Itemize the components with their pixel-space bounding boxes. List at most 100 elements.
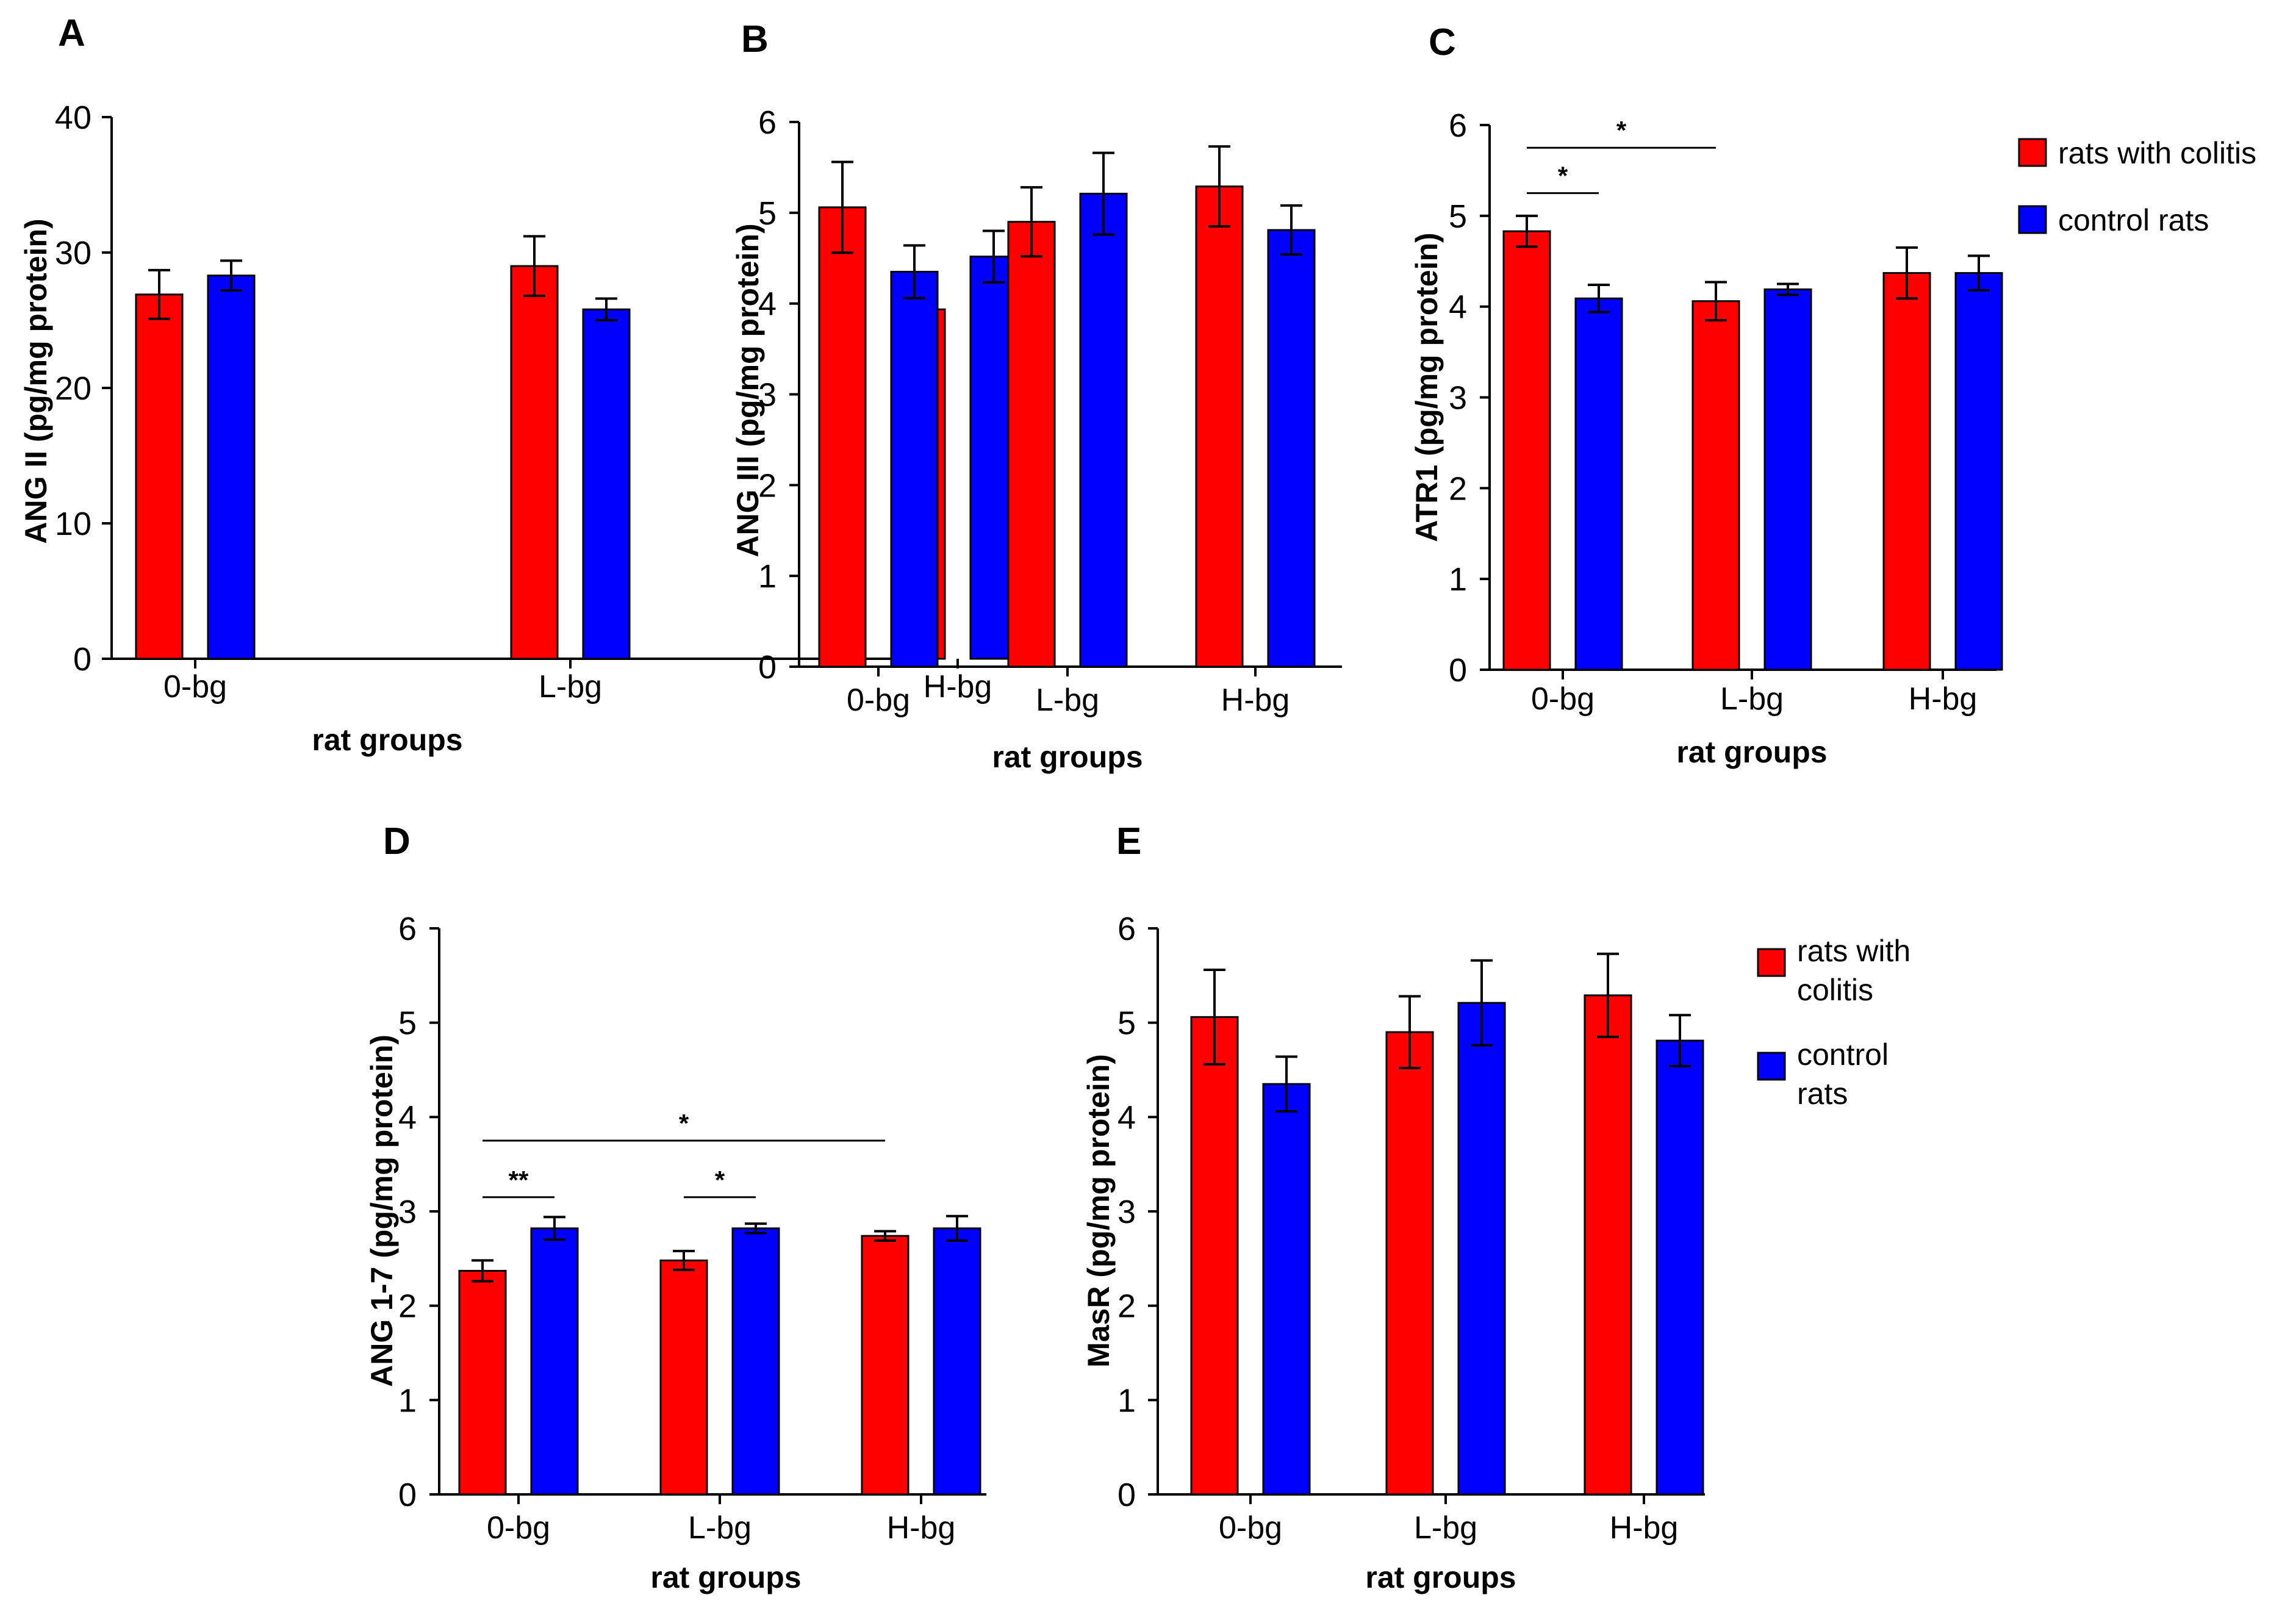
y-tick-label: 6 (1118, 911, 1136, 947)
y-tick-label: 1 (1449, 561, 1467, 598)
y-tick-label: 30 (55, 235, 91, 271)
bar-colitis (861, 1235, 909, 1496)
bar-colitis (1007, 221, 1056, 668)
x-tick-label: L-bg (688, 1510, 752, 1546)
y-tick-label: 4 (1449, 289, 1467, 326)
bar-colitis (510, 265, 559, 660)
y-axis-title: ANG II (pg/mg protein) (19, 218, 53, 543)
significance-star: * (679, 1109, 689, 1138)
y-axis-title: ANG 1-7 (pg/mg protein) (365, 1034, 399, 1387)
y-tick-label: 2 (1449, 470, 1467, 507)
x-tick-label: H-bg (1221, 683, 1290, 718)
y-tick-label: 2 (758, 467, 777, 504)
bar-control (890, 271, 939, 668)
legend-label: rats with colitis (2058, 136, 2256, 170)
legend-label: control rats (2058, 203, 2209, 237)
x-axis-title: rat groups (1365, 1560, 1516, 1594)
legend-swatch-colitis (2018, 138, 2047, 167)
significance-star: * (1558, 162, 1568, 190)
x-axis-title: rat groups (992, 740, 1143, 774)
bar-colitis (458, 1269, 507, 1496)
legend-e: rats with colitis control rats (1757, 934, 1910, 1111)
legend-label: rats with (1797, 934, 1910, 968)
y-tick-label: 6 (758, 104, 777, 141)
legend-swatch-colitis (1757, 948, 1786, 977)
x-tick-label: H-bg (1610, 1510, 1679, 1546)
y-tick-label: 0 (73, 641, 91, 678)
legend-swatch-control (2018, 205, 2047, 234)
y-tick-label: 2 (1118, 1288, 1136, 1325)
x-tick-label: 0-bg (163, 669, 227, 705)
x-axis-title: rat groups (1676, 735, 1827, 769)
legend-swatch-control (1757, 1052, 1786, 1081)
y-tick-label: 6 (1449, 107, 1467, 144)
y-tick-label: 0 (758, 649, 777, 686)
y-tick-label: 5 (758, 195, 777, 232)
y-tick-label: 6 (398, 911, 417, 947)
y-axis-title: ATR1 (pg/mg protein) (1410, 232, 1444, 542)
y-tick-label: 1 (758, 558, 777, 595)
bar-colitis (1882, 272, 1931, 671)
bar-colitis (659, 1259, 708, 1496)
y-tick-label: 1 (398, 1382, 417, 1419)
x-tick-label: 0-bg (487, 1510, 550, 1546)
y-tick-label: 5 (1118, 1005, 1136, 1042)
bar-colitis (1195, 185, 1244, 668)
bar-colitis (1584, 994, 1632, 1496)
y-tick-label: 0 (1449, 652, 1467, 689)
y-tick-label: 10 (55, 506, 91, 542)
x-tick-label: L-bg (1036, 683, 1099, 718)
y-tick-label: 4 (1118, 1099, 1136, 1136)
bar-control (1079, 193, 1128, 668)
x-tick-label: H-bg (887, 1510, 956, 1546)
bar-colitis (135, 293, 184, 660)
y-axis-title: ANG III (pg/mg protein) (731, 223, 765, 557)
y-tick-label: 5 (1449, 198, 1467, 235)
bar-control (1574, 297, 1623, 671)
panel-letter: C (1429, 21, 1456, 63)
bar-control (1763, 288, 1812, 671)
y-tick-label: 3 (398, 1194, 417, 1230)
x-tick-label: H-bg (1909, 681, 1978, 717)
y-tick-label: 20 (55, 370, 91, 407)
bar-control (1656, 1039, 1704, 1496)
x-tick-label: 0-bg (1531, 681, 1595, 717)
bar-control (1267, 229, 1316, 668)
x-tick-label: 0-bg (1219, 1510, 1282, 1546)
bar-control (933, 1227, 981, 1496)
x-tick-label: L-bg (1414, 1510, 1477, 1546)
y-tick-label: 2 (398, 1288, 417, 1325)
bar-control (582, 308, 631, 660)
significance-star: * (715, 1166, 725, 1194)
panel-letter: B (741, 18, 769, 60)
panel-e: E 0 1 2 3 4 5 6 0-bg L-bg H-bg rat groups MasR (pg/m… (1082, 820, 1705, 1594)
panel-letter: D (383, 820, 411, 862)
y-tick-label: 4 (398, 1099, 417, 1136)
bar-control (530, 1227, 579, 1496)
legend-label: control (1797, 1038, 1889, 1072)
y-axis-title: MasR (pg/mg protein) (1082, 1054, 1116, 1368)
bar-control (207, 274, 256, 660)
x-axis-title: rat groups (312, 723, 462, 757)
y-tick-label: 1 (1118, 1382, 1136, 1419)
x-tick-label: H-bg (924, 669, 992, 705)
bar-control (731, 1227, 780, 1496)
panel-letter: A (58, 12, 85, 54)
significance-star: * (1616, 116, 1627, 145)
x-axis-title: rat groups (650, 1560, 801, 1594)
bar-colitis (818, 206, 867, 668)
bar-control (1262, 1083, 1311, 1496)
x-tick-label: 0-bg (847, 683, 910, 718)
y-tick-label: 0 (1118, 1477, 1136, 1513)
legend-c: rats with colitis control rats (2018, 136, 2256, 237)
bar-colitis (1385, 1031, 1434, 1496)
panel-b: B 0 1 2 3 4 5 6 0-bg L-bg H-bg rat groups ANG III (p… (731, 18, 1342, 774)
y-tick-label: 3 (758, 377, 777, 414)
y-tick-label: 0 (398, 1477, 417, 1513)
y-tick-label: 3 (1449, 380, 1467, 417)
x-tick-label: L-bg (539, 669, 602, 705)
panel-letter: E (1116, 820, 1141, 862)
legend-label: rats (1797, 1077, 1848, 1111)
